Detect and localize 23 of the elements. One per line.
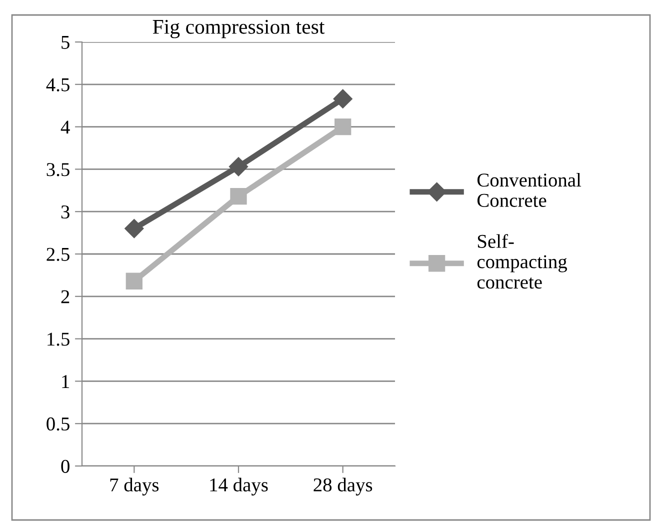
y-tick-label: 3	[61, 205, 70, 219]
y-tick-label: 2.5	[46, 248, 70, 262]
point	[124, 219, 144, 238]
y-tick-label: 0.5	[46, 417, 70, 431]
point	[228, 157, 248, 176]
y-tick-label: 1.5	[48, 332, 70, 346]
point	[333, 89, 352, 108]
y-tick-label: 0	[61, 460, 70, 473]
y-tick-label: 4	[60, 120, 70, 134]
point	[126, 272, 142, 290]
y-tick-label: 1	[62, 375, 70, 388]
y-tick-label: 3.5	[46, 163, 70, 176]
point	[230, 188, 247, 205]
point	[334, 118, 352, 136]
legend-label: Conventional Concrete	[477, 172, 582, 207]
y-tick-label: 5	[62, 36, 70, 49]
y-tick-label: 4.5	[46, 78, 70, 92]
legend-label: Self-compacting concrete	[477, 234, 568, 289]
y-tick-label: 2	[61, 290, 70, 304]
x-tick-label: 14 days	[210, 478, 268, 496]
x-tick-label: 28 days	[314, 478, 372, 496]
chart-title: Fig compression test	[152, 20, 325, 38]
x-tick-label: 7 days	[110, 478, 159, 496]
